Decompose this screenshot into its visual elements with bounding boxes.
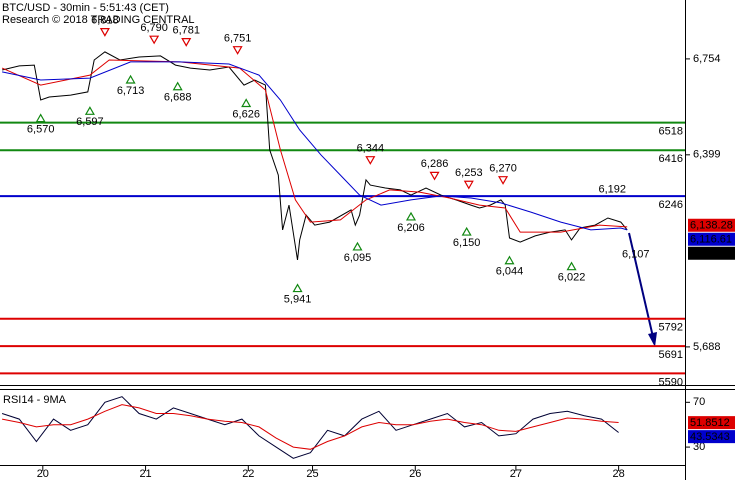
value-box [688,232,735,246]
annotation-label: 6,044 [496,266,524,278]
annotation-label: 6,286 [421,158,449,170]
peak-marker [99,28,110,37]
x-tick-label: 21 [139,468,151,480]
chart-subtitle: Research © 2018 TRADING CENTRAL [2,14,195,26]
trough-marker [125,74,136,84]
annotation-label: 6,790 [140,22,168,34]
annotation-label: 6,253 [455,167,483,179]
annotation-label: 6,781 [172,25,200,37]
x-tick-label: 27 [510,468,522,480]
price-line [2,404,619,450]
price-line [1,396,619,459]
level-label: 5792 [659,322,683,334]
annotation-label: 6,022 [558,272,586,284]
annotation-label: 6,192 [598,184,626,196]
price-line [1,59,628,233]
annotation-label: 6,818 [91,15,119,27]
panel-title: RSI14 - 9MA [3,394,67,406]
annotation-label: 6,107 [622,249,650,261]
y-tick-label: 30 [693,441,705,453]
trough-marker [352,241,363,251]
annotation-label: 6,626 [232,108,260,120]
value-box-label: 43.5343 [690,431,730,443]
value-box [688,246,735,260]
annotation-label: 6,270 [489,163,517,175]
level-label: 6416 [659,153,683,165]
peak-marker [498,176,509,185]
forecast-arrowhead [648,332,657,347]
trough-marker [35,113,46,123]
x-tick-label: 25 [306,468,318,480]
annotation-label: 6,095 [344,252,372,264]
annotation-label: 6,597 [76,116,104,128]
annotation-label: 6,688 [164,92,192,104]
trough-marker [241,98,252,108]
level-label: 6518 [659,126,683,138]
annotation-label: 6,751 [224,33,252,45]
level-label: 5590 [659,376,683,388]
trough-marker [504,255,515,265]
value-box-label: 6,112.63 [690,248,732,260]
peak-marker [429,171,440,181]
value-box-label: 51.8512 [690,417,730,429]
annotation-label: 5,941 [284,293,312,305]
peak-marker [149,35,160,45]
x-tick-label: 28 [613,468,625,480]
annotation-label: 6,713 [117,85,145,97]
annotation-label: 6,344 [357,143,385,155]
trough-marker [172,81,183,91]
level-label: 6246 [659,199,683,211]
peak-marker [232,46,243,55]
trough-marker [461,226,472,236]
value-box-label: 6,116.61 [690,234,732,246]
y-tick-label: 6,399 [693,149,721,161]
annotation-label: 6,150 [453,237,481,249]
x-tick-label: 20 [37,468,49,480]
trough-marker [405,211,417,221]
level-label: 5691 [659,349,683,361]
chart-title: BTC/USD - 30min - 5:51:43 (CET) [2,2,169,14]
y-tick-label: 70 [693,396,705,408]
value-box [688,218,735,232]
x-tick-label: 22 [242,468,254,480]
trough-marker [84,106,95,115]
price-line [1,61,628,231]
trough-marker [292,283,303,293]
x-tick-label: 26 [409,468,421,480]
value-box [688,416,735,430]
annotation-label: 6,570 [27,124,55,136]
peak-marker [463,180,474,190]
y-tick-label: 5,688 [693,341,721,353]
trough-marker [566,261,577,271]
annotation-label: 6,206 [397,222,425,234]
y-tick-label: 6,754 [693,53,721,65]
peak-marker [181,38,192,47]
peak-marker [365,156,376,165]
value-box [688,430,735,444]
value-box-label: 6,138.28 [690,220,733,232]
